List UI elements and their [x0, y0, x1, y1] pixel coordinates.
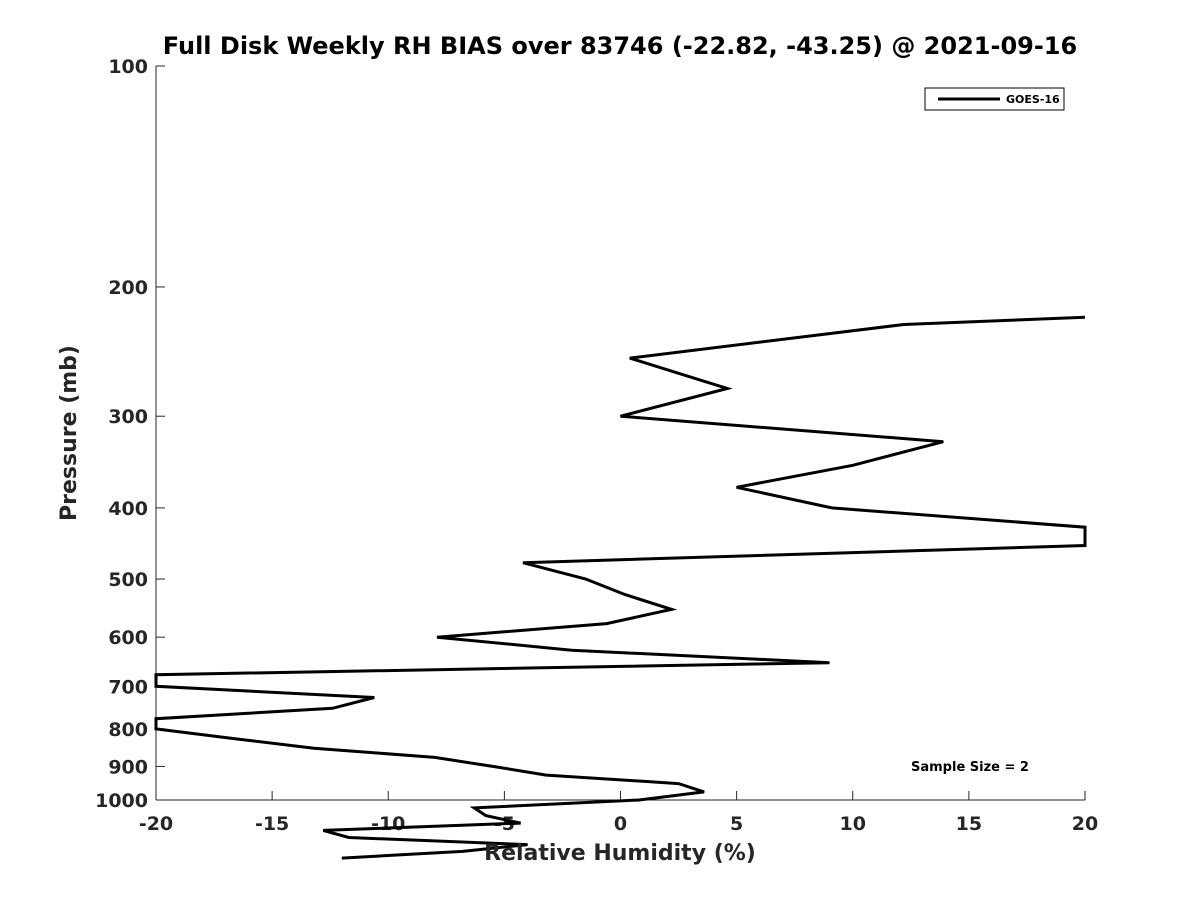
x-tick-label: -20 — [139, 813, 173, 835]
x-tick-label: -15 — [255, 813, 289, 835]
y-tick-label: 900 — [108, 756, 148, 778]
y-tick-label: 100 — [108, 56, 148, 78]
x-tick-label: 15 — [956, 813, 982, 835]
x-tick-label: 0 — [614, 813, 627, 835]
y-tick-label: 800 — [108, 719, 148, 741]
x-tick-label: 5 — [730, 813, 743, 835]
x-axis-label: Relative Humidity (%) — [484, 841, 756, 866]
chart-title: Full Disk Weekly RH BIAS over 83746 (-22… — [163, 32, 1077, 60]
y-axis-label: Pressure (mb) — [57, 345, 82, 521]
y-tick-label: 500 — [108, 569, 148, 591]
x-tick-label: -10 — [371, 813, 405, 835]
sample-size-annotation: Sample Size = 2 — [911, 760, 1029, 775]
x-tick-label: 20 — [1072, 813, 1098, 835]
y-tick-label: 400 — [108, 498, 148, 520]
y-tick-label: 300 — [108, 406, 148, 428]
legend-label: GOES-16 — [1006, 93, 1060, 106]
legend: GOES-16 — [924, 87, 1065, 111]
series-line-goes-16 — [154, 315, 1087, 860]
y-tick-label: 700 — [108, 676, 148, 698]
y-tick-label: 600 — [108, 627, 148, 649]
y-tick-label: 1000 — [95, 790, 148, 812]
series-layer — [154, 315, 1087, 860]
x-tick-label: 10 — [840, 813, 866, 835]
y-tick-label: 200 — [108, 277, 148, 299]
